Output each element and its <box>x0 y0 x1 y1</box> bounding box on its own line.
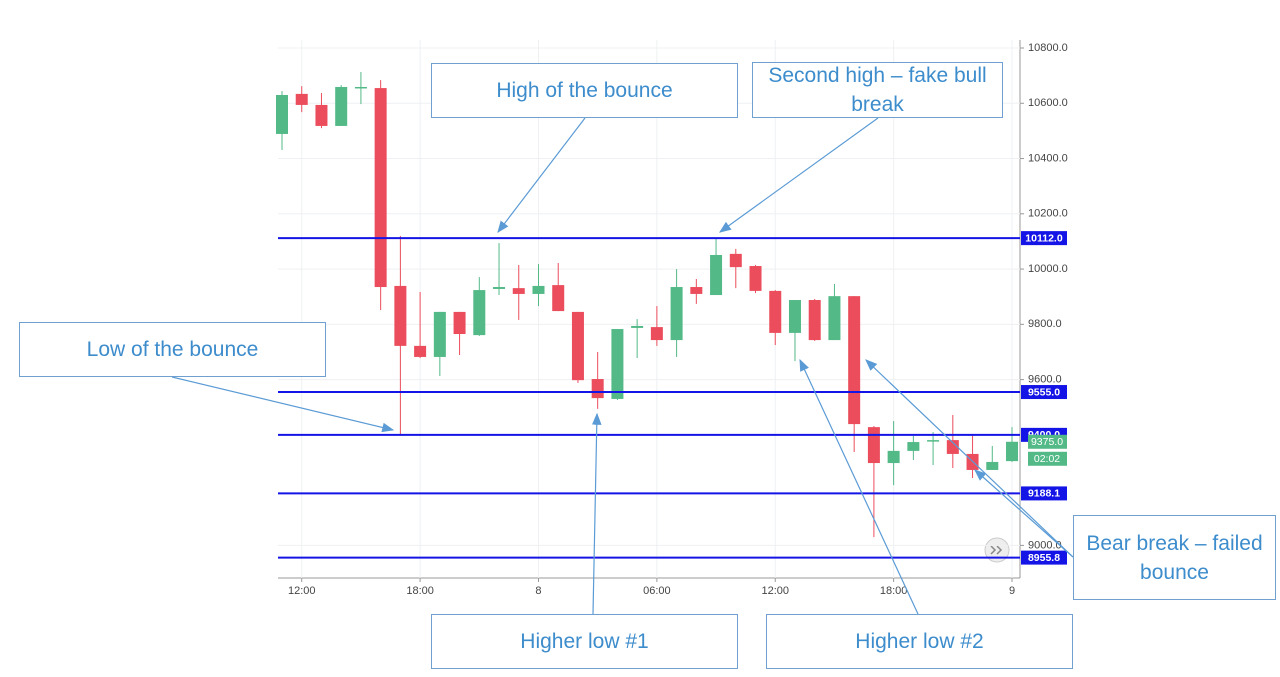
candle-body <box>848 296 861 425</box>
countdown-label: 02:02 <box>1034 453 1060 465</box>
level-label: 9555.0 <box>1028 386 1060 398</box>
last-price-label: 9375.0 <box>1031 436 1063 448</box>
annotation-arrow <box>799 358 919 615</box>
candle-body <box>710 254 723 296</box>
x-tick-label: 8 <box>535 585 541 597</box>
annotation-arrow <box>591 412 602 615</box>
annotation-arrow <box>974 469 1074 558</box>
candle-body <box>394 285 407 346</box>
y-tick-label: 9800.0 <box>1028 318 1062 330</box>
candle-body <box>335 86 348 126</box>
x-tick-label: 12:00 <box>288 585 316 597</box>
last-price-tag <box>1028 434 1067 449</box>
x-tick-label: 06:00 <box>643 585 671 597</box>
candle-body <box>591 379 604 399</box>
candle-body <box>354 86 367 89</box>
candle-body <box>512 288 525 294</box>
y-tick-label: 9000.0 <box>1028 539 1062 551</box>
y-tick-label: 10400.0 <box>1028 152 1068 164</box>
annotation: Higher low #1 <box>431 614 738 669</box>
candle-body <box>276 94 288 134</box>
y-tick-label: 10000.0 <box>1028 263 1068 275</box>
candle-body <box>532 285 545 294</box>
candle-body <box>295 93 308 105</box>
candle-body <box>670 287 683 341</box>
candle-body <box>453 311 466 335</box>
candle-body <box>473 290 486 336</box>
y-tick-label: 9600.0 <box>1028 374 1062 386</box>
annotation: High of the bounce <box>431 63 738 118</box>
countdown-tag <box>1028 451 1067 466</box>
candle-body <box>552 285 565 312</box>
candle-body <box>927 440 940 442</box>
candle-body <box>769 290 782 333</box>
candle-body <box>1006 441 1019 462</box>
candle-body <box>631 325 644 328</box>
level-tag <box>1021 231 1067 246</box>
candle-body <box>414 345 427 357</box>
annotation: Second high – fake bull break <box>752 62 1003 118</box>
candle-body <box>690 287 703 294</box>
candle-body <box>650 327 663 341</box>
level-tag <box>1021 550 1067 565</box>
x-tick-label: 9 <box>1009 585 1015 597</box>
candle-body <box>946 440 959 454</box>
candle-body <box>986 461 999 470</box>
level-label: 8955.8 <box>1028 552 1060 564</box>
y-tick-label: 10600.0 <box>1028 97 1068 109</box>
level-label: 9188.1 <box>1028 488 1060 500</box>
annotation-arrow <box>497 117 586 233</box>
candle-body <box>828 296 841 341</box>
candle-body <box>907 442 920 451</box>
candle-body <box>788 300 801 333</box>
x-tick-label: 18:00 <box>406 585 434 597</box>
annotation-arrow <box>865 359 1074 558</box>
annotation: Bear break – failed bounce <box>1073 515 1276 600</box>
x-tick-label: 18:00 <box>880 585 908 597</box>
y-tick-label: 10200.0 <box>1028 208 1068 220</box>
candle-body <box>729 253 742 268</box>
annotation-arrow <box>171 376 395 433</box>
x-tick-label: 12:00 <box>761 585 789 597</box>
candle-body <box>808 300 821 341</box>
scroll-button[interactable] <box>984 537 1010 563</box>
candle-body <box>571 311 584 381</box>
scroll-icon <box>990 545 1003 555</box>
candle-body <box>611 329 624 399</box>
annotation: Low of the bounce <box>19 322 326 377</box>
annotation: Higher low #2 <box>766 614 1073 669</box>
annotation-arrow <box>719 117 879 233</box>
candle-body <box>374 88 387 288</box>
candle-body <box>433 311 446 357</box>
candle-body <box>887 450 900 464</box>
level-tag <box>1021 385 1067 400</box>
level-tag <box>1021 486 1067 501</box>
level-label: 10112.0 <box>1025 232 1063 244</box>
candle-body <box>749 266 762 291</box>
y-tick-label: 10800.0 <box>1028 42 1068 54</box>
candle-body <box>315 104 328 126</box>
candle-body <box>867 427 880 464</box>
candle-body <box>493 287 506 289</box>
